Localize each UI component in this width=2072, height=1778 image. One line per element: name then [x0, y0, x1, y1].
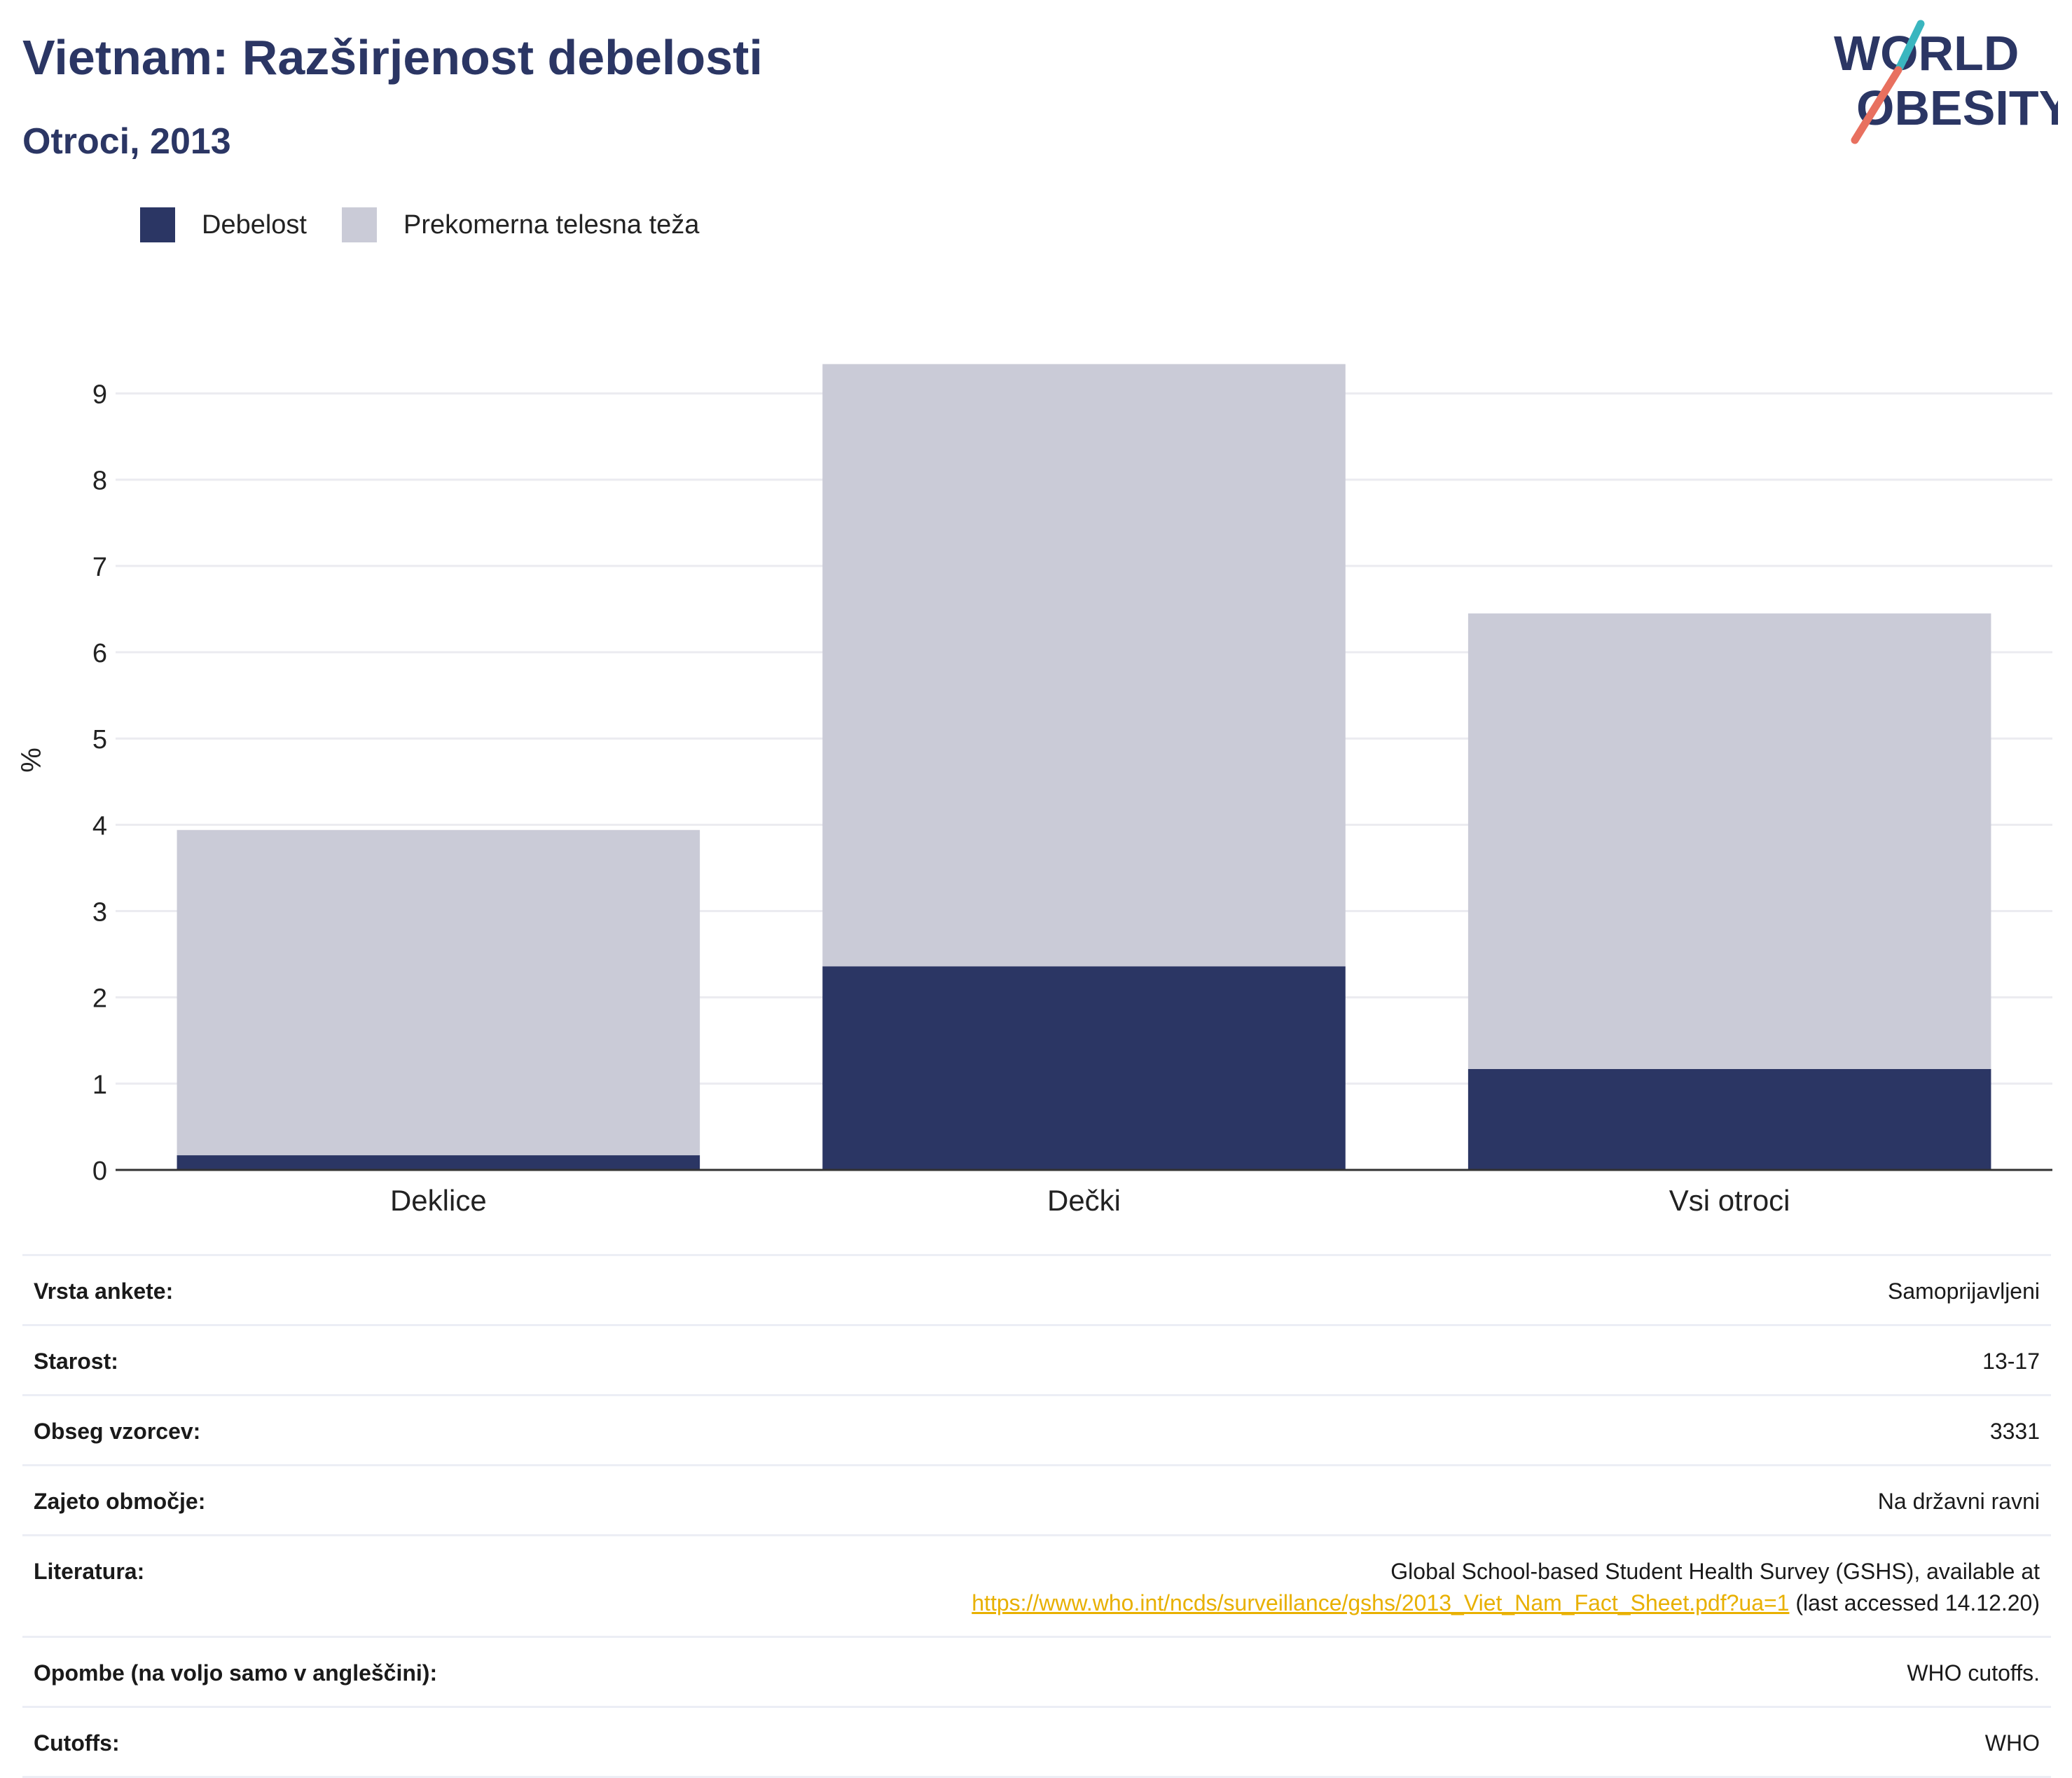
- y-axis-label: %: [16, 747, 47, 773]
- chart-legend: Debelost Prekomerna telesna teža: [140, 207, 734, 242]
- info-row-coverage: Zajeto območje: Na državni ravni: [22, 1464, 2051, 1534]
- info-value: WHO: [1984, 1730, 2040, 1756]
- info-label: Opombe (na voljo samo v angleščini):: [34, 1660, 438, 1686]
- legend-label-obesity: Debelost: [202, 209, 307, 240]
- bar-chart: 0 1 2 3 4 5 6 7 8 9 Deklice Dečki Vsi otroci %: [16, 364, 2052, 1217]
- logo-word-world: WORLD: [1834, 26, 2019, 81]
- info-label: Vrsta ankete:: [34, 1279, 174, 1304]
- bar-overweight[interactable]: [177, 829, 700, 1156]
- bar-obesity[interactable]: [822, 966, 1346, 1170]
- x-tick-label: Deklice: [390, 1184, 487, 1217]
- legend-item-obesity[interactable]: Debelost: [140, 207, 307, 242]
- info-value: Samoprijavljeni: [1888, 1279, 2040, 1304]
- info-label: Cutoffs:: [34, 1730, 120, 1756]
- info-value: Na državni ravni: [1877, 1489, 2040, 1514]
- page-title: Vietnam: Razširjenost debelosti: [22, 30, 763, 85]
- y-tick-label: 1: [92, 1070, 107, 1100]
- survey-info-table: Vrsta ankete: Samoprijavljeni Starost: 1…: [22, 1254, 2051, 1778]
- y-tick-label: 9: [92, 380, 107, 410]
- info-label: Obseg vzorcev:: [34, 1419, 201, 1444]
- legend-label-overweight: Prekomerna telesna teža: [403, 209, 700, 240]
- info-label: Starost:: [34, 1349, 118, 1374]
- info-row-age: Starost: 13-17: [22, 1324, 2051, 1394]
- bar-overweight[interactable]: [1467, 613, 1991, 1069]
- legend-item-overweight[interactable]: Prekomerna telesna teža: [341, 207, 700, 242]
- y-tick-label: 7: [92, 553, 107, 582]
- info-label: Literatura:: [34, 1559, 145, 1584]
- info-label: Zajeto območje:: [34, 1489, 206, 1514]
- x-tick-label: Vsi otroci: [1669, 1184, 1790, 1217]
- info-value-reference: Global School-based Student Health Surve…: [972, 1556, 2040, 1619]
- info-row-notes: Opombe (na voljo samo v angleščini): WHO…: [22, 1636, 2051, 1706]
- y-tick-label: 3: [92, 898, 107, 928]
- info-value: WHO cutoffs.: [1907, 1660, 2040, 1686]
- legend-swatch-overweight: [341, 207, 377, 242]
- info-value: 3331: [1989, 1419, 2040, 1444]
- x-axis-ticks: Deklice Dečki Vsi otroci: [390, 1184, 1790, 1217]
- logo-slash-teal: [1895, 20, 1925, 71]
- page-subtitle: Otroci, 2013: [22, 121, 231, 162]
- info-row-survey-type: Vrsta ankete: Samoprijavljeni: [22, 1254, 2051, 1324]
- chart-bars: [177, 364, 1991, 1170]
- bar-obesity[interactable]: [177, 1155, 700, 1170]
- bar-overweight[interactable]: [822, 364, 1346, 967]
- y-axis-ticks: 0 1 2 3 4 5 6 7 8 9: [92, 380, 107, 1186]
- world-obesity-logo: WORLD OBESITY: [1834, 20, 2058, 144]
- info-value: 13-17: [1982, 1349, 2040, 1374]
- reference-link[interactable]: https://www.who.int/ncds/surveillance/gs…: [972, 1590, 1790, 1615]
- x-tick-label: Dečki: [1047, 1184, 1121, 1217]
- y-tick-label: 2: [92, 984, 107, 1014]
- y-tick-label: 6: [92, 639, 107, 668]
- bar-obesity[interactable]: [1467, 1068, 1991, 1170]
- reference-suffix: (last accessed 14.12.20): [1789, 1590, 2040, 1615]
- info-row-cutoffs: Cutoffs: WHO: [22, 1706, 2051, 1778]
- info-row-sample-size: Obseg vzorcev: 3331: [22, 1394, 2051, 1464]
- y-tick-label: 8: [92, 467, 107, 496]
- logo-slash-coral: [1851, 66, 1902, 144]
- info-row-reference: Literatura: Global School-based Student …: [22, 1534, 2051, 1636]
- y-tick-label: 4: [92, 811, 107, 841]
- legend-swatch-obesity: [140, 207, 175, 242]
- y-tick-label: 5: [92, 725, 107, 754]
- y-tick-label: 0: [92, 1157, 107, 1186]
- reference-text: Global School-based Student Health Surve…: [1390, 1559, 2040, 1584]
